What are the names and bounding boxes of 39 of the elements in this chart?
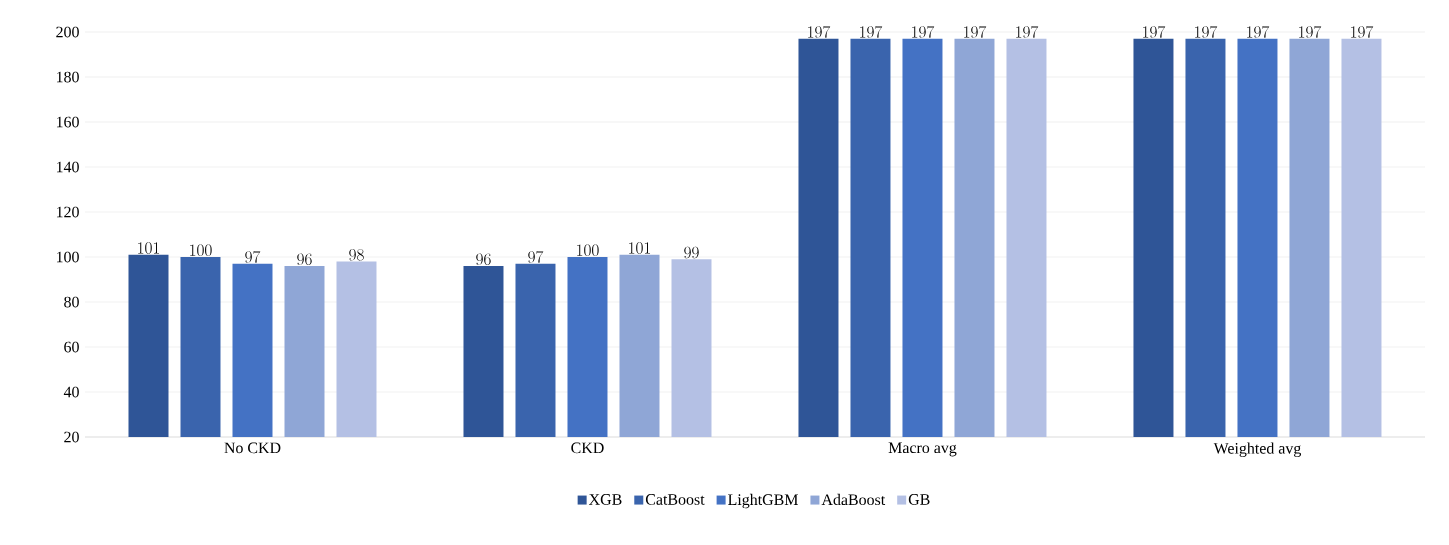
data-label: 97 <box>528 250 544 263</box>
data-label: 197 <box>860 25 883 38</box>
data-label: 101 <box>138 242 160 254</box>
data-label: 197 <box>1351 25 1374 38</box>
x-tick-label: No CKD <box>224 442 281 454</box>
y-tick-label: 40 <box>63 386 79 398</box>
y-tick-label: 100 <box>56 251 79 263</box>
data-label: 197 <box>1016 25 1039 38</box>
data-label: 197 <box>1143 25 1166 38</box>
x-tick-label: CKD <box>571 442 604 454</box>
data-label: 197 <box>1299 25 1322 38</box>
y-tick-label: 200 <box>56 26 79 38</box>
data-label: 197 <box>912 25 935 38</box>
y-tick-label: 80 <box>64 296 79 308</box>
data-label: 197 <box>1247 25 1270 38</box>
y-tick-label: 140 <box>56 161 79 173</box>
x-tick-label: Macro avg <box>888 442 957 457</box>
data-label: 100 <box>577 244 599 257</box>
y-tick-label: 60 <box>64 341 79 353</box>
data-label: 100 <box>190 244 212 257</box>
data-label: 96 <box>297 253 312 266</box>
data-label: 99 <box>684 246 699 259</box>
data-label: 96 <box>476 253 491 266</box>
data-label: 197 <box>808 25 831 38</box>
legend-label: LightGBM <box>728 493 798 509</box>
y-tick-label: 160 <box>56 116 79 128</box>
data-label: 101 <box>629 242 651 254</box>
x-tick-label: Weighted avg <box>1213 442 1302 458</box>
legend-label: XGB <box>588 494 622 505</box>
y-tick-label: 180 <box>56 71 79 83</box>
legend-label: CatBoost <box>645 494 705 505</box>
data-label: 197 <box>964 25 987 38</box>
y-tick-label: 20 <box>64 431 79 443</box>
legend-label: AdaBoost <box>821 493 886 506</box>
y-tick-label: 120 <box>56 206 79 218</box>
legend-label: GB <box>908 494 930 505</box>
data-label: 98 <box>349 248 364 261</box>
data-label: 97 <box>245 250 261 263</box>
data-label: 197 <box>1195 25 1218 38</box>
